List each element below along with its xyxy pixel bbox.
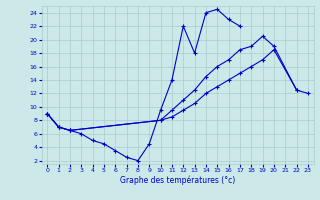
X-axis label: Graphe des températures (°c): Graphe des températures (°c) xyxy=(120,176,235,185)
